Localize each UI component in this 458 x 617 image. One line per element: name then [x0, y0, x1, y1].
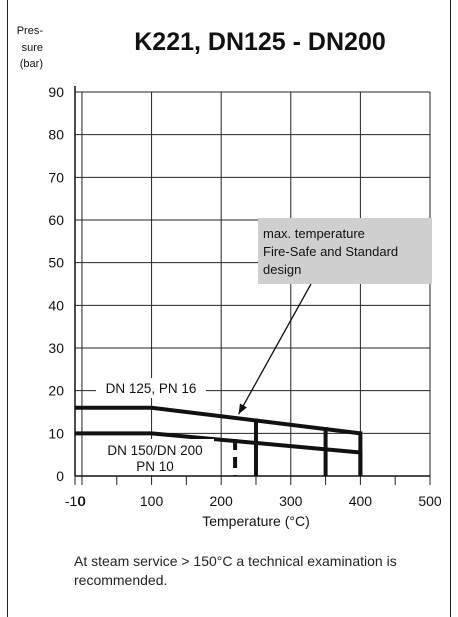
series-2-label-line-1: DN 150/DN 200: [107, 443, 202, 458]
annotation-text-line-3: design: [263, 262, 301, 277]
series-2-label-bg: [96, 439, 214, 475]
y-tick-label-20: 20: [48, 383, 64, 399]
annotation: max. temperature Fire-Safe and Standard de…: [238, 218, 432, 415]
y-axis-label-line-1: Pres-: [17, 25, 44, 37]
annotation-text-line-2: Fire-Safe and Standard: [263, 244, 398, 259]
series-line-1: [75, 405, 361, 436]
annotation-box: [258, 218, 432, 284]
x-tick-label-400: 400: [349, 493, 373, 509]
annotation-arrow-line: [238, 283, 312, 415]
annotation-arrow-head: [238, 403, 247, 415]
y-tick-label-50: 50: [48, 255, 64, 271]
axes: 0 10 20 30 40 50 60 70 80 90 -100 100 200 300 400 500: [48, 84, 441, 509]
series-1-label-bg: [96, 378, 206, 398]
x-tick-label-0: 0: [78, 493, 86, 509]
y-tick-label-70: 70: [48, 169, 64, 185]
x-tick-label-100: 100: [140, 493, 164, 509]
y-tick-label-40: 40: [48, 297, 64, 313]
y-tick-label-0: 0: [56, 468, 64, 484]
series-2-label-line-2: PN 10: [136, 459, 174, 474]
annotation-text-line-1: max. temperature: [263, 226, 365, 241]
y-tick-label-60: 60: [48, 212, 64, 228]
series-line-2: [75, 431, 361, 455]
y-tick-label-90: 90: [48, 84, 64, 100]
x-tick-label-500: 500: [418, 493, 442, 509]
x-axis-label: Temperature (°C): [202, 513, 310, 529]
y-tick-label-80: 80: [48, 127, 64, 143]
y-tick-label-10: 10: [48, 425, 64, 441]
x-tick-label--10: -10: [65, 493, 85, 509]
chart-title: K221, DN125 - DN200: [134, 28, 386, 56]
x-tick-label-300: 300: [279, 493, 303, 509]
y-axis-label-line-3: (bar): [20, 58, 43, 70]
footnote: At steam service > 150°C a technical exa…: [74, 553, 397, 588]
x-tick-label-200: 200: [209, 493, 233, 509]
series-1-label: DN 125, PN 16: [106, 381, 197, 396]
y-tick-label-30: 30: [48, 340, 64, 356]
y-axis-label-line-2: sure: [22, 42, 43, 54]
